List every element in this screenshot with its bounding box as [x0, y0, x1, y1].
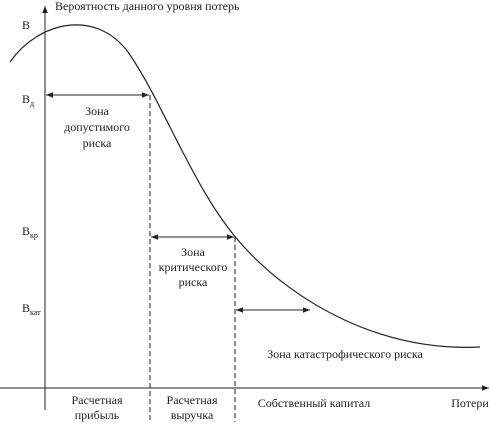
x-point-label: Собственный капитал [258, 396, 370, 410]
x-point-label: прибыль [75, 408, 120, 422]
level-label: Вкат [22, 301, 41, 317]
zone-text: риска [83, 136, 112, 150]
level-label: Вд [22, 92, 34, 108]
zone-text: допустимого [64, 120, 130, 134]
zone-text: Зона катастрофического риска [267, 347, 423, 361]
level-label: Вкр [22, 224, 38, 240]
loss-curve [9, 24, 481, 348]
zone-text: риска [179, 275, 208, 289]
x-point-label: выручка [171, 408, 214, 422]
zone-text: Зона [181, 245, 205, 259]
level-label: В [22, 18, 30, 32]
x-axis-label: Потери [451, 396, 489, 410]
y-axis-label: Вероятность данного уровня потерь [55, 0, 240, 13]
zone-text: критического [159, 260, 228, 274]
x-labels: Расчетная прибыль Расчетная выручка Собс… [72, 393, 490, 422]
x-point-label: Расчетная [72, 393, 123, 407]
zone-text: Зона [85, 104, 109, 118]
zone-label: Зона допустимого риска Зона критического… [64, 104, 423, 361]
x-point-label: Расчетная [167, 393, 218, 407]
